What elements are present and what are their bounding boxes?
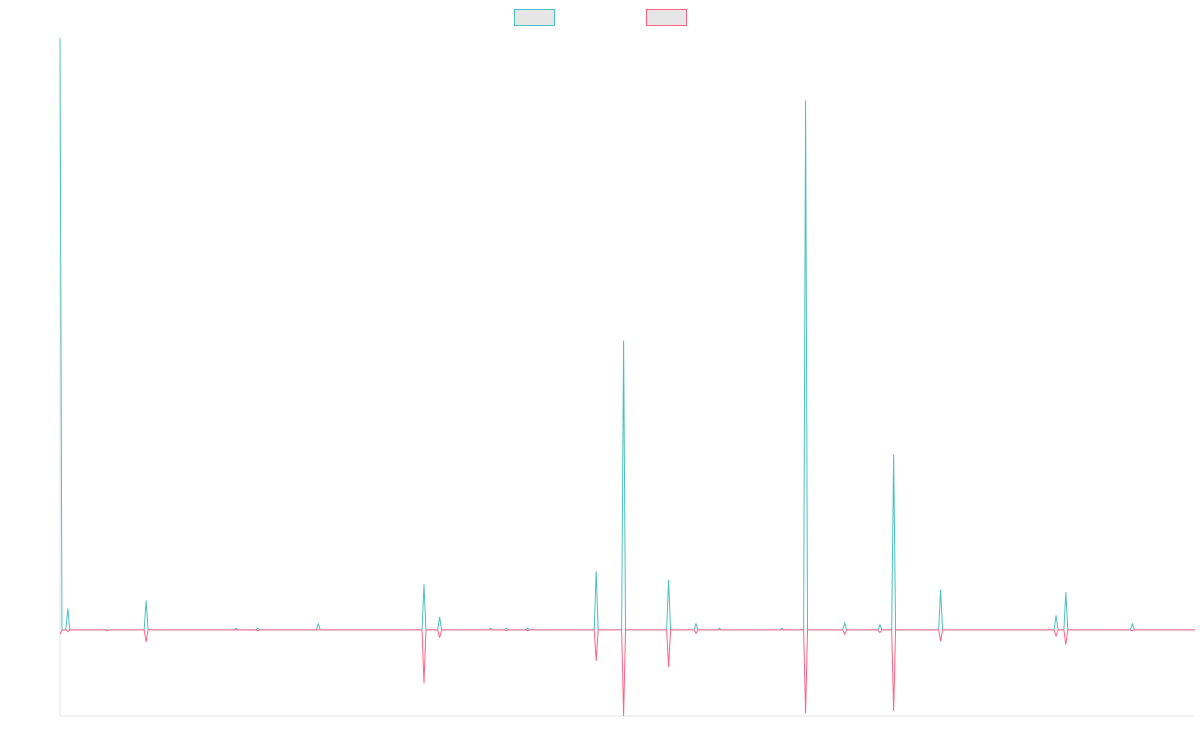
series-line <box>59 38 1195 631</box>
legend-swatch-2[interactable] <box>646 9 687 26</box>
series-line <box>59 629 1195 717</box>
series-layer <box>59 38 1195 717</box>
series-1 <box>59 38 1195 631</box>
legend-swatch-1[interactable] <box>514 9 555 26</box>
series-2 <box>59 629 1195 717</box>
chart-axes <box>59 36 1195 717</box>
legend[interactable] <box>514 9 687 26</box>
